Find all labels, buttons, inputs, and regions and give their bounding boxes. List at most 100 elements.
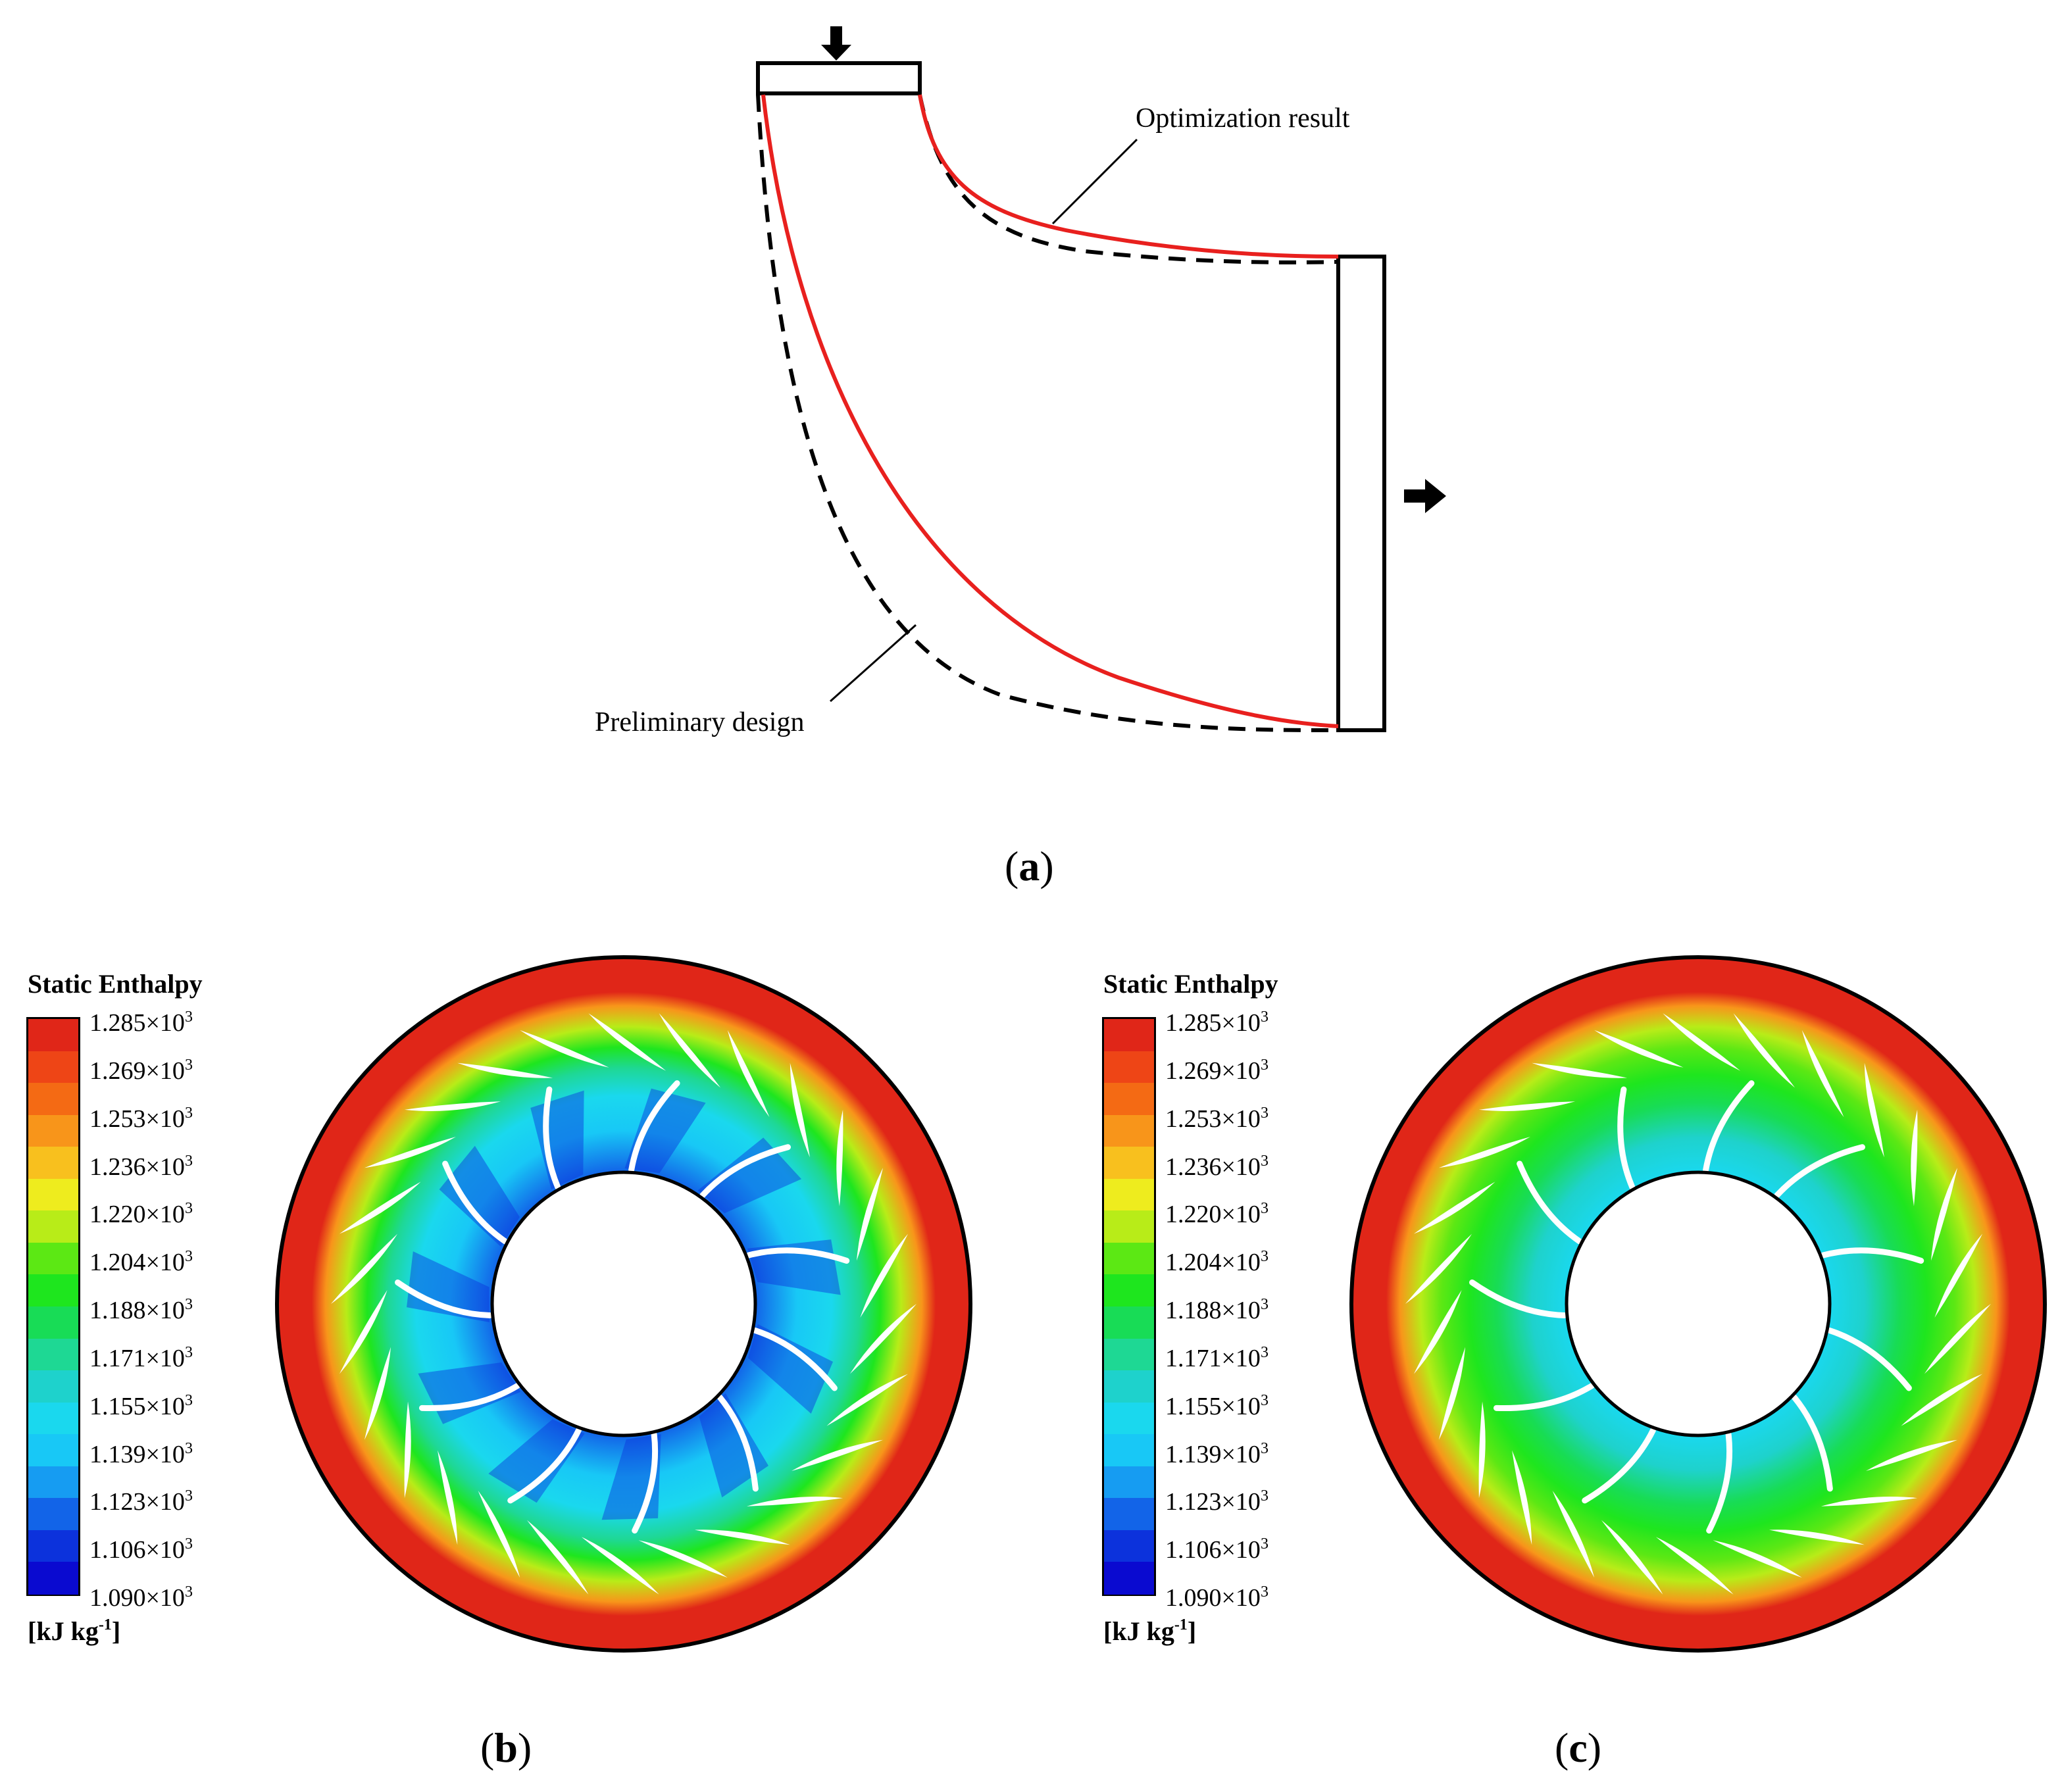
panel-c-label: (c) [1555, 1724, 1602, 1771]
stator-vane [1594, 1030, 1684, 1068]
rotor-blade [752, 1328, 838, 1391]
stator-vane [694, 1530, 790, 1545]
colorbar-segment [28, 1019, 78, 1052]
optimization-hub-curve [761, 94, 1339, 728]
colorbar-segment [28, 1178, 78, 1211]
stator-vane [1438, 1347, 1466, 1440]
low-enthalpy-zone [747, 1324, 834, 1414]
rotor-blade [745, 1247, 850, 1264]
panel-b: Static Enthalpy 1.285×103 1.269×103 1.253×… [0, 921, 1030, 1792]
colorbar-segment [28, 1370, 78, 1403]
stator-vane [581, 1537, 659, 1595]
stator-vane [1713, 1540, 1802, 1578]
colorbar-segment [28, 1051, 78, 1083]
preliminary-shroud-curve [918, 94, 1339, 264]
colorbar-tick-label: 1.106×103 [1165, 1535, 1269, 1564]
preliminary-hub-curve [756, 94, 1339, 732]
colorbar-tick-label: 1.188×103 [1165, 1296, 1269, 1324]
colorbar-segment [28, 1083, 78, 1116]
stator-vane [849, 1304, 917, 1374]
colorbar-segment [28, 1402, 78, 1435]
colorbar-segment [28, 1562, 78, 1595]
low-enthalpy-zone [697, 1137, 802, 1214]
stator-vane [1478, 1401, 1486, 1499]
stator-vane [826, 1374, 909, 1426]
panel-a-label: (a) [1005, 843, 1054, 889]
rotor-blade [699, 1144, 791, 1199]
stator-vane [1663, 1013, 1741, 1071]
stator-vane [1801, 1030, 1844, 1118]
stator-vane [1924, 1304, 1991, 1374]
inlet-box [756, 61, 922, 95]
stator-vane [1864, 1062, 1884, 1158]
optimization-shroud-curve [918, 94, 1339, 259]
stator-vane [404, 1101, 501, 1112]
stator-vane [1413, 1182, 1495, 1234]
colorbar-segment [28, 1466, 78, 1499]
colorbar-segment [28, 1530, 78, 1563]
colorbar-tick-label: 1.220×103 [89, 1200, 193, 1229]
rotor-blade [418, 1383, 520, 1412]
rotor-blade [1493, 1383, 1595, 1412]
colorbar-tick-label: 1.253×103 [89, 1104, 193, 1133]
low-enthalpy-zone [488, 1419, 585, 1503]
stator-vane [1821, 1496, 1918, 1506]
colorbar-tick-label: 1.155×103 [1165, 1391, 1269, 1420]
colorbar-segment [1104, 1498, 1154, 1531]
stator-vane [1438, 1136, 1530, 1168]
stator-vane [1655, 1537, 1734, 1595]
panel-a: Optimization result Preliminary design (… [595, 26, 1446, 889]
stator-vane [331, 1233, 398, 1304]
colorbar-segment [1104, 1178, 1154, 1211]
colorbar-segment [1104, 1114, 1154, 1147]
stator-vane [339, 1182, 421, 1234]
colorbar-segment [1104, 1434, 1154, 1467]
colorbar-tick-label: 1.269×103 [89, 1056, 193, 1085]
colorbar-tick-label: 1.220×103 [1165, 1200, 1269, 1229]
rotor-blade [1774, 1144, 1865, 1199]
stator-vane [1934, 1233, 1983, 1318]
stator-vane [1769, 1530, 1865, 1545]
outlet-box [1336, 255, 1386, 732]
colorbar-tick-label: 1.188×103 [89, 1296, 193, 1324]
hub-hole [490, 1170, 757, 1437]
colorbar-tick-label: 1.139×103 [1165, 1439, 1269, 1468]
rotor-blade [1469, 1279, 1568, 1318]
stator-vane [1733, 1013, 1796, 1088]
colorbar-unit: [kJ kg-1] [28, 1616, 121, 1646]
colorbar-ticks: 1.285×103 1.269×103 1.253×103 1.236×103 1.22… [1165, 1008, 1323, 1610]
colorbar-segment [1104, 1210, 1154, 1243]
colorbar-segment [28, 1498, 78, 1531]
colorbar-segment [1104, 1562, 1154, 1595]
rotor-blade [1826, 1328, 1912, 1391]
low-enthalpy-zone [624, 1088, 706, 1174]
colorbar-strip [1102, 1017, 1156, 1596]
colorbar-tick-label: 1.236×103 [89, 1152, 193, 1181]
colorbar-segment [1104, 1307, 1154, 1339]
colorbar-tick-label: 1.106×103 [89, 1535, 193, 1564]
low-enthalpy-zone [439, 1145, 520, 1247]
colorbar-tick-label: 1.236×103 [1165, 1152, 1269, 1181]
outlet-arrow-icon [1404, 479, 1446, 513]
stator-vane [860, 1233, 909, 1318]
rotor-blade [1706, 1431, 1733, 1534]
colorbar-segment [1104, 1402, 1154, 1435]
colorbar-ticks: 1.285×103 1.269×103 1.253×103 1.236×103 1.22… [89, 1008, 247, 1610]
rotor-blade [395, 1279, 493, 1318]
colorbar-tick-label: 1.285×103 [89, 1008, 193, 1037]
colorbar-segment [1104, 1147, 1154, 1180]
stator-vane [1911, 1109, 1918, 1207]
colorbar-tick-label: 1.269×103 [1165, 1056, 1269, 1085]
rotor-blade [1617, 1086, 1636, 1190]
preliminary-leader-line [830, 624, 917, 703]
colorbar-tick-label: 1.123×103 [1165, 1487, 1269, 1516]
colorbar-title: Static Enthalpy [28, 969, 203, 999]
stator-vane [790, 1062, 810, 1158]
enthalpy-contour-optimized [1349, 955, 2047, 1653]
colorbar-segment [1104, 1466, 1154, 1499]
panel-c: Static Enthalpy 1.285×103 1.269×103 1.253×… [1030, 921, 2060, 1792]
stator-vane [364, 1136, 456, 1168]
stator-vane [638, 1540, 728, 1578]
rotor-blade [716, 1394, 759, 1492]
colorbar-tick-label: 1.204×103 [1165, 1248, 1269, 1277]
